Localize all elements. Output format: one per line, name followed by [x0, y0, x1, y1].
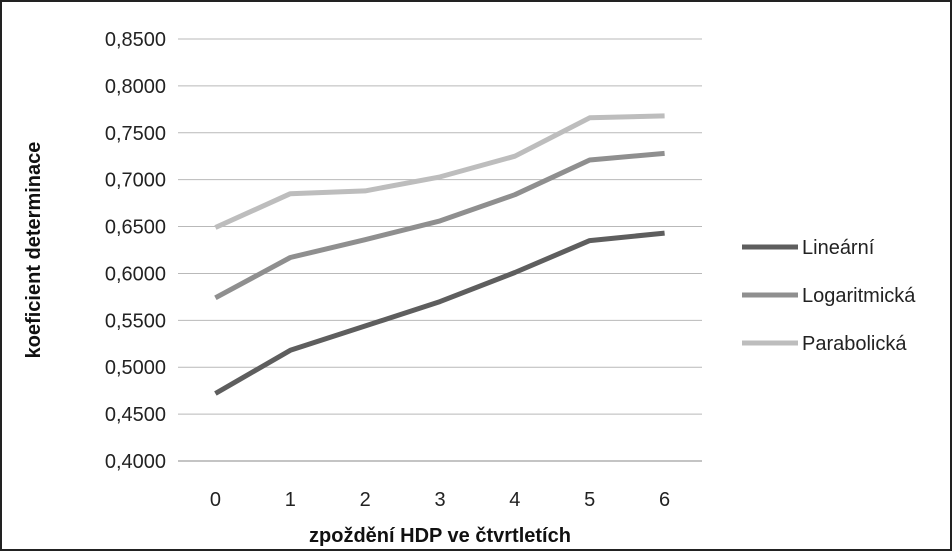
y-tick-label: 0,7500: [105, 123, 166, 145]
x-tick-label: 3: [434, 489, 445, 511]
x-tick-label: 1: [285, 489, 296, 511]
series-lines: [214, 113, 665, 396]
y-tick-label: 0,4000: [105, 451, 166, 473]
x-axis-ticks: 0 1 2 3 4 5 6: [210, 489, 670, 511]
legend-label: Parabolická: [802, 333, 907, 355]
y-tick-label: 0,5500: [105, 310, 166, 332]
y-axis-title: koeficient determinace: [23, 142, 45, 359]
y-tick-label: 0,6500: [105, 217, 166, 239]
y-tick-label: 0,8500: [105, 29, 166, 51]
y-tick-label: 0,7000: [105, 170, 166, 192]
x-tick-label: 0: [210, 489, 221, 511]
legend-label: Lineární: [802, 237, 875, 259]
y-tick-label: 0,4500: [105, 404, 166, 426]
y-tick-label: 0,5000: [105, 357, 166, 379]
series-line-1: [214, 230, 665, 396]
x-tick-label: 6: [659, 489, 670, 511]
legend-label: Logaritmická: [802, 285, 916, 307]
legend: Lineární Logaritmická Parabolická: [742, 237, 916, 355]
gridlines: [178, 38, 702, 462]
y-axis-ticks: 0,4000 0,4500 0,5000 0,5500 0,6000 0,6500 0,70…: [105, 29, 166, 473]
y-tick-label: 0,6000: [105, 263, 166, 285]
x-tick-label: 4: [509, 489, 520, 511]
y-tick-label: 0,8000: [105, 76, 166, 98]
x-tick-label: 5: [584, 489, 595, 511]
x-tick-label: 2: [360, 489, 371, 511]
x-axis-title: zpoždění HDP ve čtvrtletích: [309, 525, 571, 547]
